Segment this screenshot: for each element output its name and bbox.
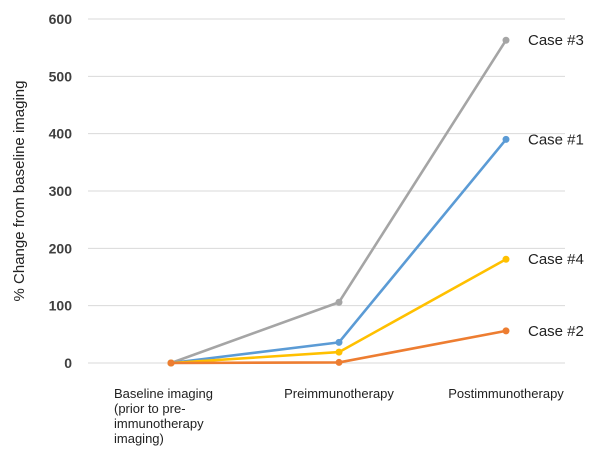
data-point xyxy=(335,338,343,346)
y-tick-label: 300 xyxy=(49,183,73,199)
series-line xyxy=(170,138,508,365)
x-tick-label: Postimmunotherapy xyxy=(448,386,564,401)
series-label: Case #3 xyxy=(528,32,584,49)
data-point xyxy=(502,255,510,263)
series-label: Case #4 xyxy=(528,251,584,268)
x-tick-label: Preimmunotherapy xyxy=(284,386,394,401)
series-line xyxy=(170,329,507,365)
data-point xyxy=(502,327,510,335)
gridlines xyxy=(88,18,565,364)
y-tick-label: 200 xyxy=(49,240,73,256)
x-tick-label: immunotherapy xyxy=(114,416,204,431)
x-tick-label: imaging) xyxy=(114,431,164,446)
data-point xyxy=(335,358,343,366)
y-tick-label: 400 xyxy=(49,126,73,142)
data-point xyxy=(502,36,510,44)
data-point xyxy=(335,348,343,356)
y-tick-label: 0 xyxy=(64,355,72,371)
series-labels: Case #3 Case #1 Case #4 Case #2 xyxy=(528,32,584,340)
y-axis-label: % Change from baseline imaging xyxy=(11,81,28,302)
series-label: Case #2 xyxy=(528,323,584,340)
y-tick-label: 500 xyxy=(49,68,73,84)
x-tick-label: (prior to pre- xyxy=(114,401,186,416)
y-tick-label: 600 xyxy=(49,11,73,27)
data-point xyxy=(502,135,510,143)
y-axis-ticks: 0 100 200 300 400 500 600 xyxy=(49,11,73,371)
data-point xyxy=(335,298,343,306)
series-line xyxy=(170,258,507,365)
x-axis-categories: Baseline imaging(prior to pre-immunother… xyxy=(114,386,564,446)
y-tick-label: 100 xyxy=(49,298,73,314)
x-tick-label: Baseline imaging xyxy=(114,386,213,401)
series-label: Case #1 xyxy=(528,131,584,148)
series-lines xyxy=(167,36,510,367)
data-point xyxy=(167,359,175,367)
